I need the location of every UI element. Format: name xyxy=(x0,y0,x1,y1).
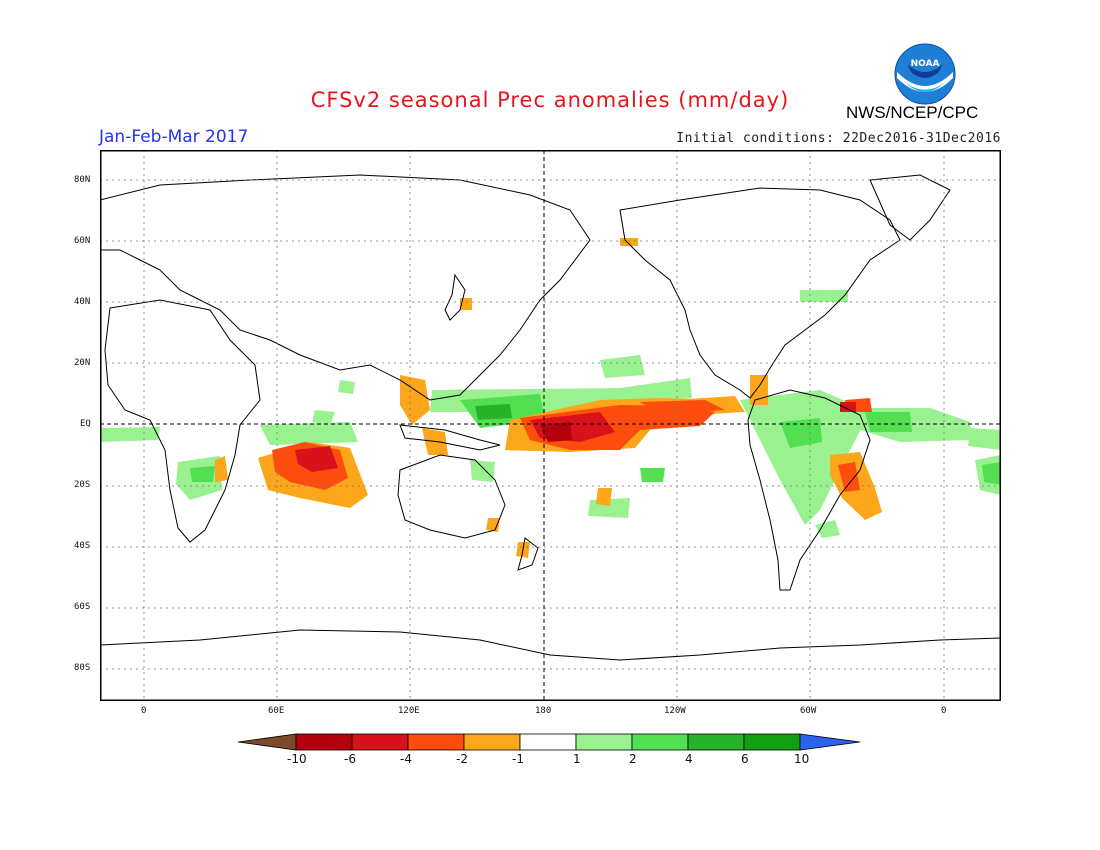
lat-label: 60S xyxy=(74,602,91,612)
north-america-outline xyxy=(619,187,901,399)
colorbar-segment xyxy=(351,733,409,751)
lat-label: 80N xyxy=(74,175,91,185)
lon-label: 180 xyxy=(535,706,552,716)
lat-label: EQ xyxy=(80,419,91,429)
colorbar-label: 6 xyxy=(741,752,749,766)
map-frame xyxy=(100,150,1001,701)
colorbar-segment xyxy=(238,733,297,751)
australia-outline xyxy=(397,454,506,539)
colorbar-segment xyxy=(295,733,353,751)
colorbar-label: 4 xyxy=(685,752,693,766)
colorbar-segment xyxy=(519,733,577,751)
noaa-logo-icon: NOAA xyxy=(894,43,956,105)
colorbar-label: -1 xyxy=(512,752,524,766)
colorbar-segment xyxy=(799,733,861,751)
south-america-outline xyxy=(747,389,871,591)
colorbar-label: -6 xyxy=(344,752,356,766)
colorbar-label: 1 xyxy=(573,752,581,766)
antarctica-outline xyxy=(100,629,1001,661)
japan-outline xyxy=(444,273,466,321)
grid-lines xyxy=(100,150,1001,701)
lat-label: 80S xyxy=(74,663,91,673)
africa-outline xyxy=(104,299,261,543)
map-title: CFSv2 seasonal Prec anomalies (mm/day) xyxy=(310,88,790,112)
colorbar-label: 2 xyxy=(629,752,637,766)
colorbar xyxy=(238,733,861,751)
lon-label: 120W xyxy=(664,706,686,716)
new-zealand-outline xyxy=(517,537,539,571)
colorbar-segment xyxy=(463,733,521,751)
precipitation-map xyxy=(100,150,1001,701)
lat-label: 40S xyxy=(74,541,91,551)
colorbar-label: 10 xyxy=(794,752,810,766)
lon-label: 0 xyxy=(941,706,947,716)
colorbar-segment xyxy=(687,733,745,751)
lat-label: 40N xyxy=(74,297,91,307)
lon-label: 120E xyxy=(398,706,420,716)
colorbar-segment xyxy=(631,733,689,751)
lon-label: 60W xyxy=(800,706,817,716)
agency-label: NWS/NCEP/CPC xyxy=(846,103,979,122)
lat-label: 20S xyxy=(74,480,91,490)
dry-core-areas xyxy=(540,422,572,442)
colorbar-segment xyxy=(743,733,801,751)
coastlines xyxy=(100,174,1001,661)
wet-strong-areas xyxy=(475,404,512,420)
dry-extreme-areas xyxy=(295,402,856,472)
europe-asia-outline xyxy=(100,174,591,401)
lon-label: 0 xyxy=(141,706,147,716)
indonesia-outline xyxy=(399,424,501,451)
anomaly-fields xyxy=(100,238,1001,558)
colorbar-segment xyxy=(407,733,465,751)
greenland-outline xyxy=(869,174,951,241)
noaa-logo-text: NOAA xyxy=(911,59,940,69)
colorbar-label: -10 xyxy=(287,752,307,766)
initial-conditions: Initial conditions: 22Dec2016-31Dec2016 xyxy=(676,131,1001,146)
lat-label: 60N xyxy=(74,236,91,246)
forecast-period: Jan-Feb-Mar 2017 xyxy=(99,127,249,147)
lat-label: 20N xyxy=(74,358,91,368)
lon-label: 60E xyxy=(268,706,285,716)
colorbar-label: -4 xyxy=(400,752,412,766)
colorbar-label: -2 xyxy=(456,752,468,766)
colorbar-segment xyxy=(575,733,633,751)
